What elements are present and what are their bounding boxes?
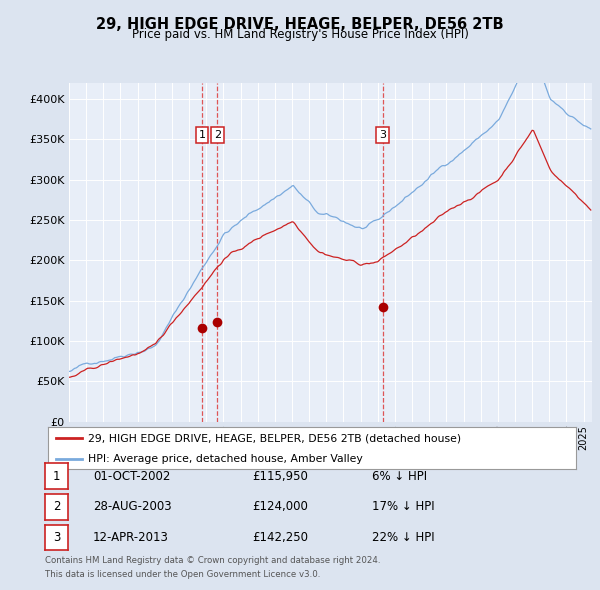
Text: 29, HIGH EDGE DRIVE, HEAGE, BELPER, DE56 2TB (detached house): 29, HIGH EDGE DRIVE, HEAGE, BELPER, DE56… bbox=[88, 433, 461, 443]
Text: £115,950: £115,950 bbox=[252, 470, 308, 483]
Text: Price paid vs. HM Land Registry's House Price Index (HPI): Price paid vs. HM Land Registry's House … bbox=[131, 28, 469, 41]
Text: Contains HM Land Registry data © Crown copyright and database right 2024.: Contains HM Land Registry data © Crown c… bbox=[45, 556, 380, 565]
Text: £124,000: £124,000 bbox=[252, 500, 308, 513]
Text: 17% ↓ HPI: 17% ↓ HPI bbox=[372, 500, 434, 513]
Text: 01-OCT-2002: 01-OCT-2002 bbox=[93, 470, 170, 483]
Text: 3: 3 bbox=[379, 130, 386, 140]
Text: HPI: Average price, detached house, Amber Valley: HPI: Average price, detached house, Ambe… bbox=[88, 454, 362, 464]
Text: £142,250: £142,250 bbox=[252, 531, 308, 544]
Text: 28-AUG-2003: 28-AUG-2003 bbox=[93, 500, 172, 513]
Text: This data is licensed under the Open Government Licence v3.0.: This data is licensed under the Open Gov… bbox=[45, 571, 320, 579]
Text: 6% ↓ HPI: 6% ↓ HPI bbox=[372, 470, 427, 483]
Text: 1: 1 bbox=[53, 470, 60, 483]
Text: 12-APR-2013: 12-APR-2013 bbox=[93, 531, 169, 544]
Text: 2: 2 bbox=[53, 500, 60, 513]
Text: 29, HIGH EDGE DRIVE, HEAGE, BELPER, DE56 2TB: 29, HIGH EDGE DRIVE, HEAGE, BELPER, DE56… bbox=[96, 17, 504, 31]
Text: 1: 1 bbox=[199, 130, 205, 140]
Text: 2: 2 bbox=[214, 130, 221, 140]
Text: 3: 3 bbox=[53, 531, 60, 544]
Text: 22% ↓ HPI: 22% ↓ HPI bbox=[372, 531, 434, 544]
